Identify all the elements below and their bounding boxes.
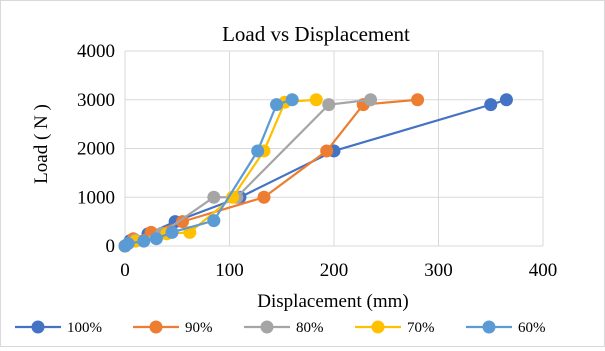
y-tick-label: 4000 xyxy=(77,41,115,62)
data-point xyxy=(207,214,220,227)
legend-marker xyxy=(261,321,274,334)
data-point xyxy=(166,226,179,239)
data-point xyxy=(320,144,333,157)
y-tick-label: 3000 xyxy=(77,90,115,111)
legend-marker xyxy=(32,321,45,334)
y-axis-ticks: 0 1000 2000 3000 4000 xyxy=(77,41,115,257)
data-point xyxy=(270,98,283,111)
data-series xyxy=(119,93,513,252)
x-tick-label: 300 xyxy=(424,260,453,281)
series-80-pct xyxy=(119,93,378,252)
data-point xyxy=(257,191,270,204)
legend-marker xyxy=(150,321,163,334)
data-point xyxy=(137,235,150,248)
legend-marker xyxy=(483,321,496,334)
data-point xyxy=(251,144,264,157)
data-point xyxy=(150,232,163,245)
x-axis-ticks: 0 100 200 300 400 xyxy=(120,260,557,281)
legend-item: 90% xyxy=(133,320,213,336)
data-point xyxy=(364,93,377,106)
x-tick-label: 400 xyxy=(529,260,558,281)
data-point xyxy=(310,93,323,106)
y-axis-title: Load ( N ) xyxy=(31,104,52,184)
data-point xyxy=(484,98,497,111)
data-point xyxy=(322,98,335,111)
x-tick-label: 0 xyxy=(120,260,130,281)
legend-label: 100% xyxy=(67,320,102,336)
legend-label: 80% xyxy=(296,320,324,336)
data-point xyxy=(411,93,424,106)
x-axis-title: Displacement (mm) xyxy=(257,291,408,312)
data-point xyxy=(207,191,220,204)
legend: 100% 90% 80% 70% 60% xyxy=(15,320,546,336)
x-tick-label: 200 xyxy=(320,260,349,281)
x-tick-label: 100 xyxy=(215,260,244,281)
legend-marker xyxy=(372,321,385,334)
y-tick-label: 1000 xyxy=(77,187,115,208)
legend-label: 60% xyxy=(518,320,546,336)
chart-title: Load vs Displacement xyxy=(222,22,410,46)
data-point xyxy=(500,93,513,106)
data-point xyxy=(286,93,299,106)
legend-label: 90% xyxy=(185,320,213,336)
legend-item: 60% xyxy=(466,320,546,336)
y-tick-label: 0 xyxy=(106,236,116,257)
legend-label: 70% xyxy=(407,320,435,336)
y-tick-label: 2000 xyxy=(77,139,115,160)
legend-item: 80% xyxy=(244,320,324,336)
legend-item: 70% xyxy=(355,320,435,336)
legend-item: 100% xyxy=(15,320,102,336)
data-point xyxy=(122,237,135,250)
